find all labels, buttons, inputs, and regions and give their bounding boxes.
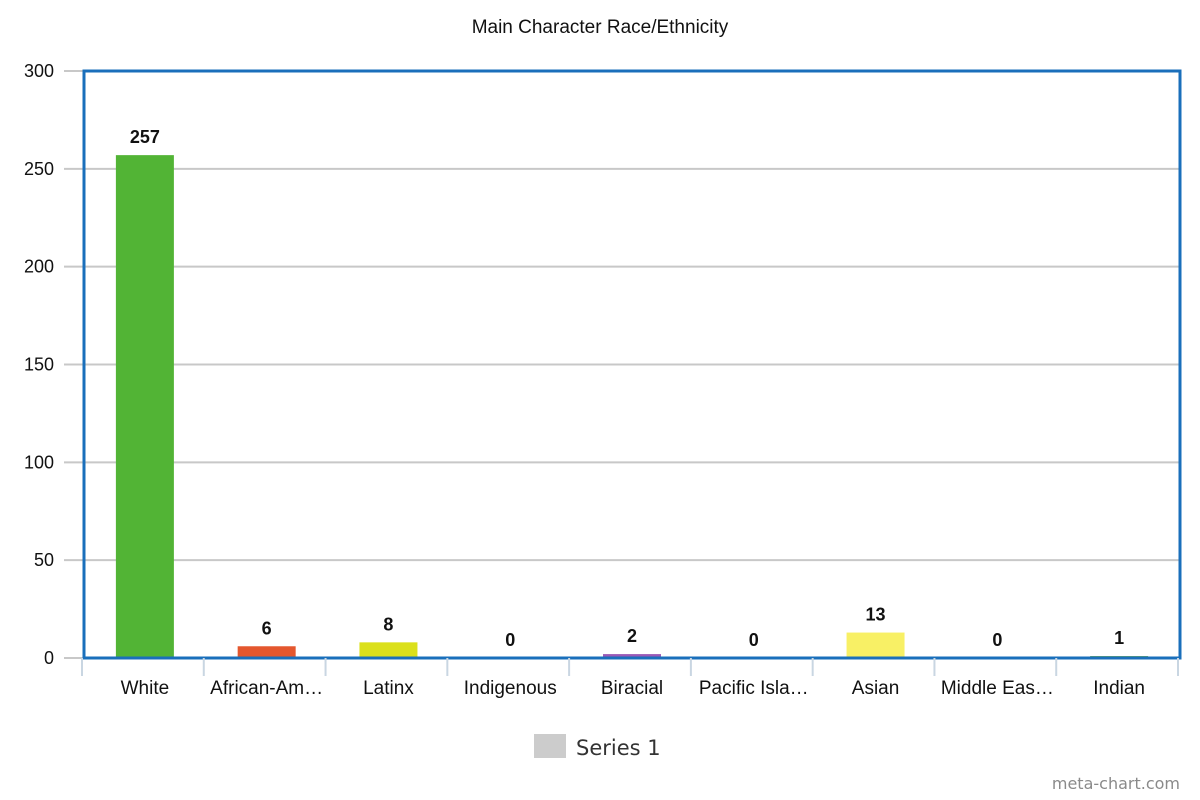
data-label: 13: [866, 605, 886, 625]
x-tick-label: Asian: [852, 678, 900, 699]
x-tick-label: White: [121, 678, 170, 699]
legend: Series 1: [534, 734, 661, 760]
y-tick-label: 100: [24, 452, 54, 472]
y-tick-label: 200: [24, 257, 54, 277]
x-tick-label: Latinx: [363, 678, 414, 699]
watermark: meta-chart.com: [1052, 774, 1180, 793]
bar: [603, 654, 661, 658]
data-label: 8: [383, 614, 393, 634]
y-axis-ticks: 0 50 100 150 200 250 300: [24, 61, 84, 668]
plot-area-border: [82, 69, 1182, 660]
legend-swatch: [534, 734, 566, 758]
y-tick-label: 0: [44, 648, 54, 668]
data-label: 257: [130, 127, 160, 147]
x-tick-label: Middle Eas…: [941, 678, 1054, 699]
x-tick-label: Indigenous: [464, 678, 557, 699]
data-label: 1: [1114, 628, 1124, 648]
y-tick-label: 150: [24, 355, 54, 375]
y-tick-label: 250: [24, 159, 54, 179]
gridlines: [84, 70, 1180, 659]
bar: [846, 632, 905, 658]
x-axis-ticks: White African-Am… Latinx Indigenous Biracial…: [81, 658, 1179, 699]
data-label: 0: [749, 630, 759, 650]
legend-series-label: Series 1: [576, 736, 661, 760]
bars: [115, 155, 1149, 659]
data-labels: 257 6 8 0 2 0 13 0 1: [130, 127, 1124, 650]
bar: [115, 155, 174, 659]
x-tick-label: Biracial: [601, 678, 663, 699]
x-tick-label: Pacific Isla…: [699, 678, 809, 699]
data-label: 0: [992, 630, 1002, 650]
data-label: 6: [262, 618, 272, 638]
y-tick-label: 50: [34, 550, 54, 570]
x-tick-label: Indian: [1093, 678, 1145, 699]
bar: [359, 642, 418, 658]
y-tick-label: 300: [24, 61, 54, 81]
x-tick-label: African-Am…: [210, 678, 323, 699]
data-label: 0: [505, 630, 515, 650]
data-label: 2: [627, 626, 637, 646]
chart-title: Main Character Race/Ethnicity: [472, 17, 729, 38]
bar: [237, 646, 296, 658]
